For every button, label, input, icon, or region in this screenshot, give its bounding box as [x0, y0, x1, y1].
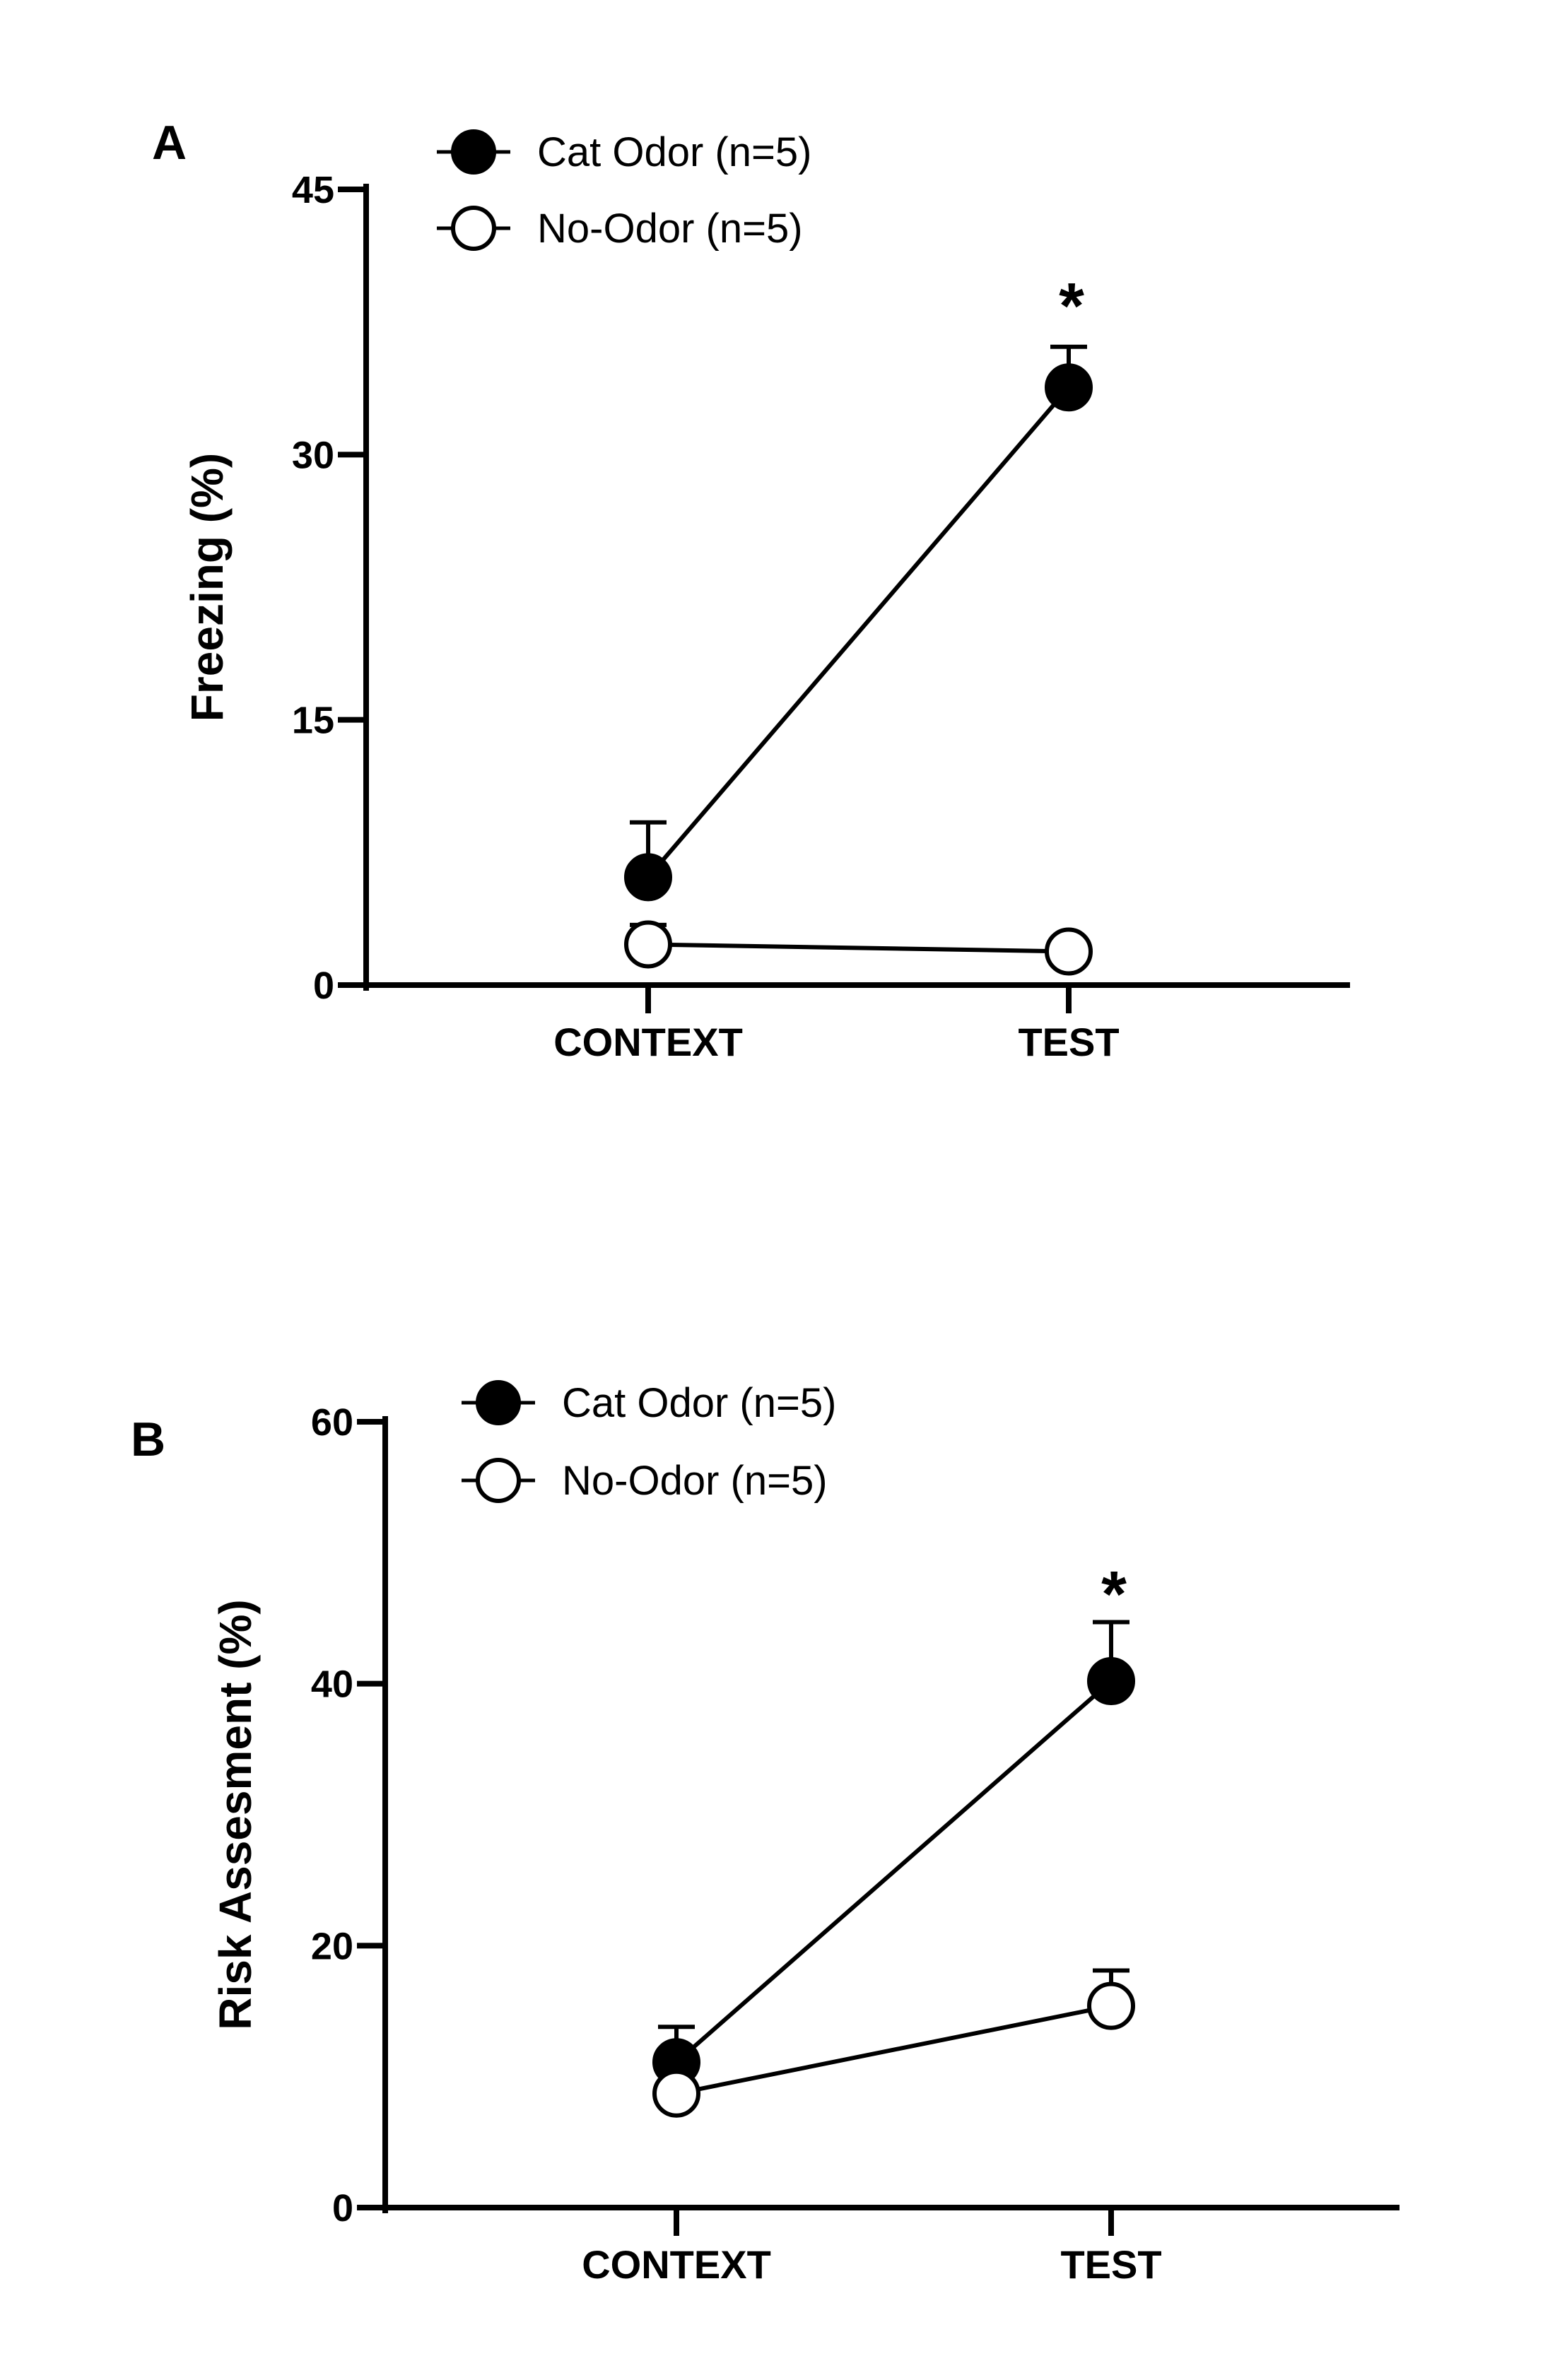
x-tick-label: CONTEXT	[582, 2242, 771, 2287]
y-tick-label: 15	[292, 700, 334, 742]
data-point-cat-odor	[1045, 363, 1093, 412]
x-tick-label: CONTEXT	[553, 1020, 743, 1064]
panel-letter: B	[131, 1413, 165, 1466]
y-tick-label: 45	[292, 169, 334, 211]
y-tick-label: 0	[313, 965, 334, 1007]
series-line-cat-odor	[675, 1679, 1113, 2064]
panel-b: B 0 20 40 60 CONTEXT TEST Risk Assesment (%) Cat…	[131, 1380, 1400, 2287]
data-point-no-odor	[1087, 1981, 1135, 2030]
legend-label: Cat Odor (n=5)	[562, 1380, 836, 1426]
y-tick-label: 0	[332, 2187, 353, 2229]
x-tick-label: TEST	[1018, 1020, 1119, 1064]
y-tick-label: 30	[292, 434, 334, 476]
legend-label: No-Odor (n=5)	[562, 1458, 828, 1504]
data-point-cat-odor	[1087, 1656, 1135, 1705]
y-tick-label: 60	[311, 1401, 353, 1444]
y-axis-title: Freezing (%)	[182, 453, 233, 721]
y-axis-title: Risk Assesment (%)	[210, 1599, 261, 2030]
panel-a: A 0 15 30 45 CONTEXT TEST Freezing (%) Cat Odor …	[152, 116, 1350, 1064]
series-line-cat-odor	[646, 386, 1071, 879]
legend-label: Cat Odor (n=5)	[537, 129, 811, 175]
y-tick-label: 20	[311, 1925, 353, 1967]
data-point-cat-odor	[624, 853, 672, 902]
legend-marker-no-odor	[476, 1458, 521, 1503]
significance-asterisk: *	[1101, 1559, 1127, 1631]
data-point-no-odor	[1045, 927, 1093, 976]
panel-letter: A	[152, 116, 187, 170]
y-tick-label: 40	[311, 1663, 353, 1706]
series-line-no-odor	[647, 942, 1069, 954]
legend-label: No-Odor (n=5)	[537, 206, 803, 252]
data-point-no-odor	[652, 2069, 700, 2118]
significance-asterisk: *	[1059, 271, 1084, 343]
data-point-no-odor	[624, 920, 672, 969]
legend-marker-cat-odor	[476, 1380, 521, 1425]
series-line-no-odor	[676, 2003, 1112, 2096]
legend-marker-cat-odor	[451, 129, 496, 175]
legend-marker-no-odor	[451, 206, 496, 251]
x-tick-label: TEST	[1060, 2242, 1161, 2287]
